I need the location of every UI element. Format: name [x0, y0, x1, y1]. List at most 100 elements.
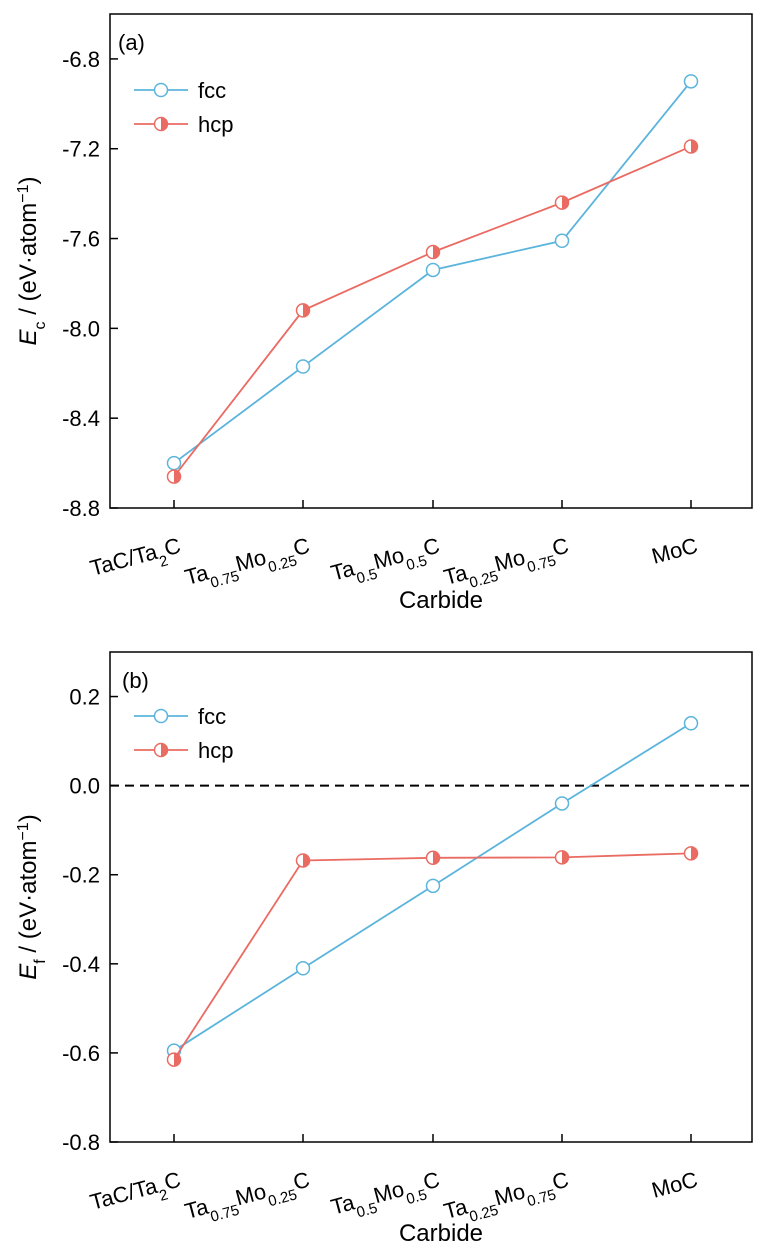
y-tick-label: -7.2 — [62, 137, 100, 162]
x-axis-label: Carbide — [399, 587, 483, 614]
marker-fill-half — [303, 853, 310, 867]
data-point-hcp — [554, 850, 570, 865]
marker-fill-half — [691, 846, 698, 860]
marker-fill-half — [161, 743, 168, 757]
data-point-hcp — [295, 853, 311, 868]
label-part: Ta — [328, 555, 358, 585]
y-tick-label: -0.2 — [62, 863, 100, 888]
data-point-hcp — [295, 303, 311, 318]
label-part: MoC — [649, 1167, 700, 1203]
data-point-hcp — [554, 195, 570, 210]
subscript: 0.25 — [468, 1201, 501, 1225]
label-part: C — [290, 1167, 312, 1195]
y-tick-label: 0.2 — [69, 685, 100, 710]
data-point-hcp — [425, 850, 441, 866]
y-axis-label: Ec / (eV·atom−1) — [15, 177, 49, 346]
data-point-fcc — [554, 796, 570, 811]
series-hcp — [166, 846, 699, 1067]
y-tick-label: -8.0 — [62, 316, 100, 341]
y-tick-label: -0.8 — [62, 1130, 100, 1155]
plot-frame — [109, 13, 753, 509]
subscript: 0.75 — [209, 567, 242, 591]
data-point-fcc — [425, 262, 441, 278]
series-fcc — [166, 716, 699, 1058]
legend-label: fcc — [198, 704, 226, 729]
legend-label: fcc — [198, 78, 226, 103]
subscript: 0.25 — [468, 567, 501, 591]
data-point-hcp — [166, 469, 182, 484]
x-tick-label: TaC/Ta2C — [87, 533, 185, 588]
legend-entry-fcc: fcc — [134, 704, 226, 729]
y-tick-label: -8.4 — [62, 406, 100, 431]
label-part: Ta — [328, 1189, 358, 1219]
data-point-fcc — [683, 74, 699, 89]
marker-fill-half — [433, 245, 440, 259]
y-tick-label: -0.4 — [62, 952, 100, 977]
data-point-fcc — [554, 233, 570, 249]
y-axis-label: Ef / (eV·atom−1) — [15, 814, 49, 979]
label-part: Mo — [371, 1176, 407, 1208]
subscript: 0.25 — [266, 1186, 299, 1210]
label-part: C — [420, 533, 442, 561]
series-fcc — [166, 74, 699, 471]
label-part: C — [290, 533, 312, 561]
y-label-symbol: E — [15, 963, 42, 980]
data-point-fcc — [683, 716, 699, 731]
label-part: MoC — [649, 533, 700, 569]
y-label-superscript: −1 — [15, 822, 32, 840]
label-part: C — [420, 1167, 442, 1195]
data-point-hcp — [153, 742, 169, 758]
x-tick-label: Ta0.5Mo0.5C — [328, 1167, 444, 1227]
legend-label: hcp — [198, 112, 233, 137]
data-point-hcp — [683, 139, 699, 154]
marker-fill-half — [174, 1053, 181, 1067]
data-point-hcp — [683, 846, 699, 861]
y-tick-label: -6.8 — [62, 47, 100, 72]
y-tick-label: -8.8 — [62, 496, 100, 521]
subscript: 0.75 — [525, 552, 558, 576]
y-tick-label: 0.0 — [69, 774, 100, 799]
subscript: 0.25 — [266, 552, 299, 576]
label-part: Ta — [182, 1194, 212, 1224]
label-part: C — [161, 533, 183, 561]
x-tick-label: TaC/Ta2C — [87, 1167, 185, 1222]
x-tick-label: Ta0.75Mo0.25C — [182, 1167, 314, 1232]
chart-panel-b: -0.8 -0.6 -0.4 -0.2 0.0 0.2 TaC/Ta2CTa0.75Mo0.… — [15, 651, 753, 1247]
legend-entry-hcp: hcp — [134, 112, 233, 137]
x-tick-label: Ta0.75Mo0.25C — [182, 533, 314, 598]
series-hcp — [166, 139, 699, 484]
subscript: 0.5 — [404, 552, 429, 574]
marker-fill-half — [691, 139, 698, 153]
y-label-subscript: f — [32, 959, 49, 964]
chart-panel-a: -8.8-8.4-8.0-7.6-7.2-6.8TaC/Ta2CTa0.75Mo… — [15, 13, 753, 614]
data-point-hcp — [425, 244, 441, 260]
label-part: Mo — [492, 1178, 528, 1210]
label-part: Mo — [233, 544, 269, 576]
data-point-hcp — [166, 1052, 182, 1067]
y-label-superscript: −1 — [15, 184, 32, 202]
x-tick-label: Ta0.25Mo0.75C — [441, 1167, 573, 1232]
legend-entry-fcc: fcc — [134, 78, 226, 103]
marker-fill-half — [433, 851, 440, 865]
data-point-hcp — [153, 116, 169, 132]
marker-fill-half — [161, 117, 168, 131]
y-tick-label: -0.6 — [62, 1041, 100, 1066]
y-label-unit: / (eV·atom — [15, 203, 42, 322]
marker-fill-half — [303, 303, 310, 317]
label-part: C — [549, 1167, 571, 1195]
data-point-fcc — [425, 878, 441, 894]
legend-entry-hcp: hcp — [134, 738, 233, 763]
panel-label: (b) — [122, 668, 149, 693]
label-part: Mo — [492, 544, 528, 576]
label-part: Mo — [371, 542, 407, 574]
label-part: C — [549, 533, 571, 561]
y-label-unit: / (eV·atom — [15, 841, 42, 960]
label-part: TaC/Ta — [87, 1173, 160, 1215]
label-part: Ta — [182, 560, 212, 590]
data-point-fcc — [153, 82, 169, 98]
y-tick-label: -7.6 — [62, 227, 100, 252]
panel-label: (a) — [118, 30, 145, 55]
marker-fill-half — [562, 196, 569, 210]
plot-frame — [109, 651, 753, 1143]
